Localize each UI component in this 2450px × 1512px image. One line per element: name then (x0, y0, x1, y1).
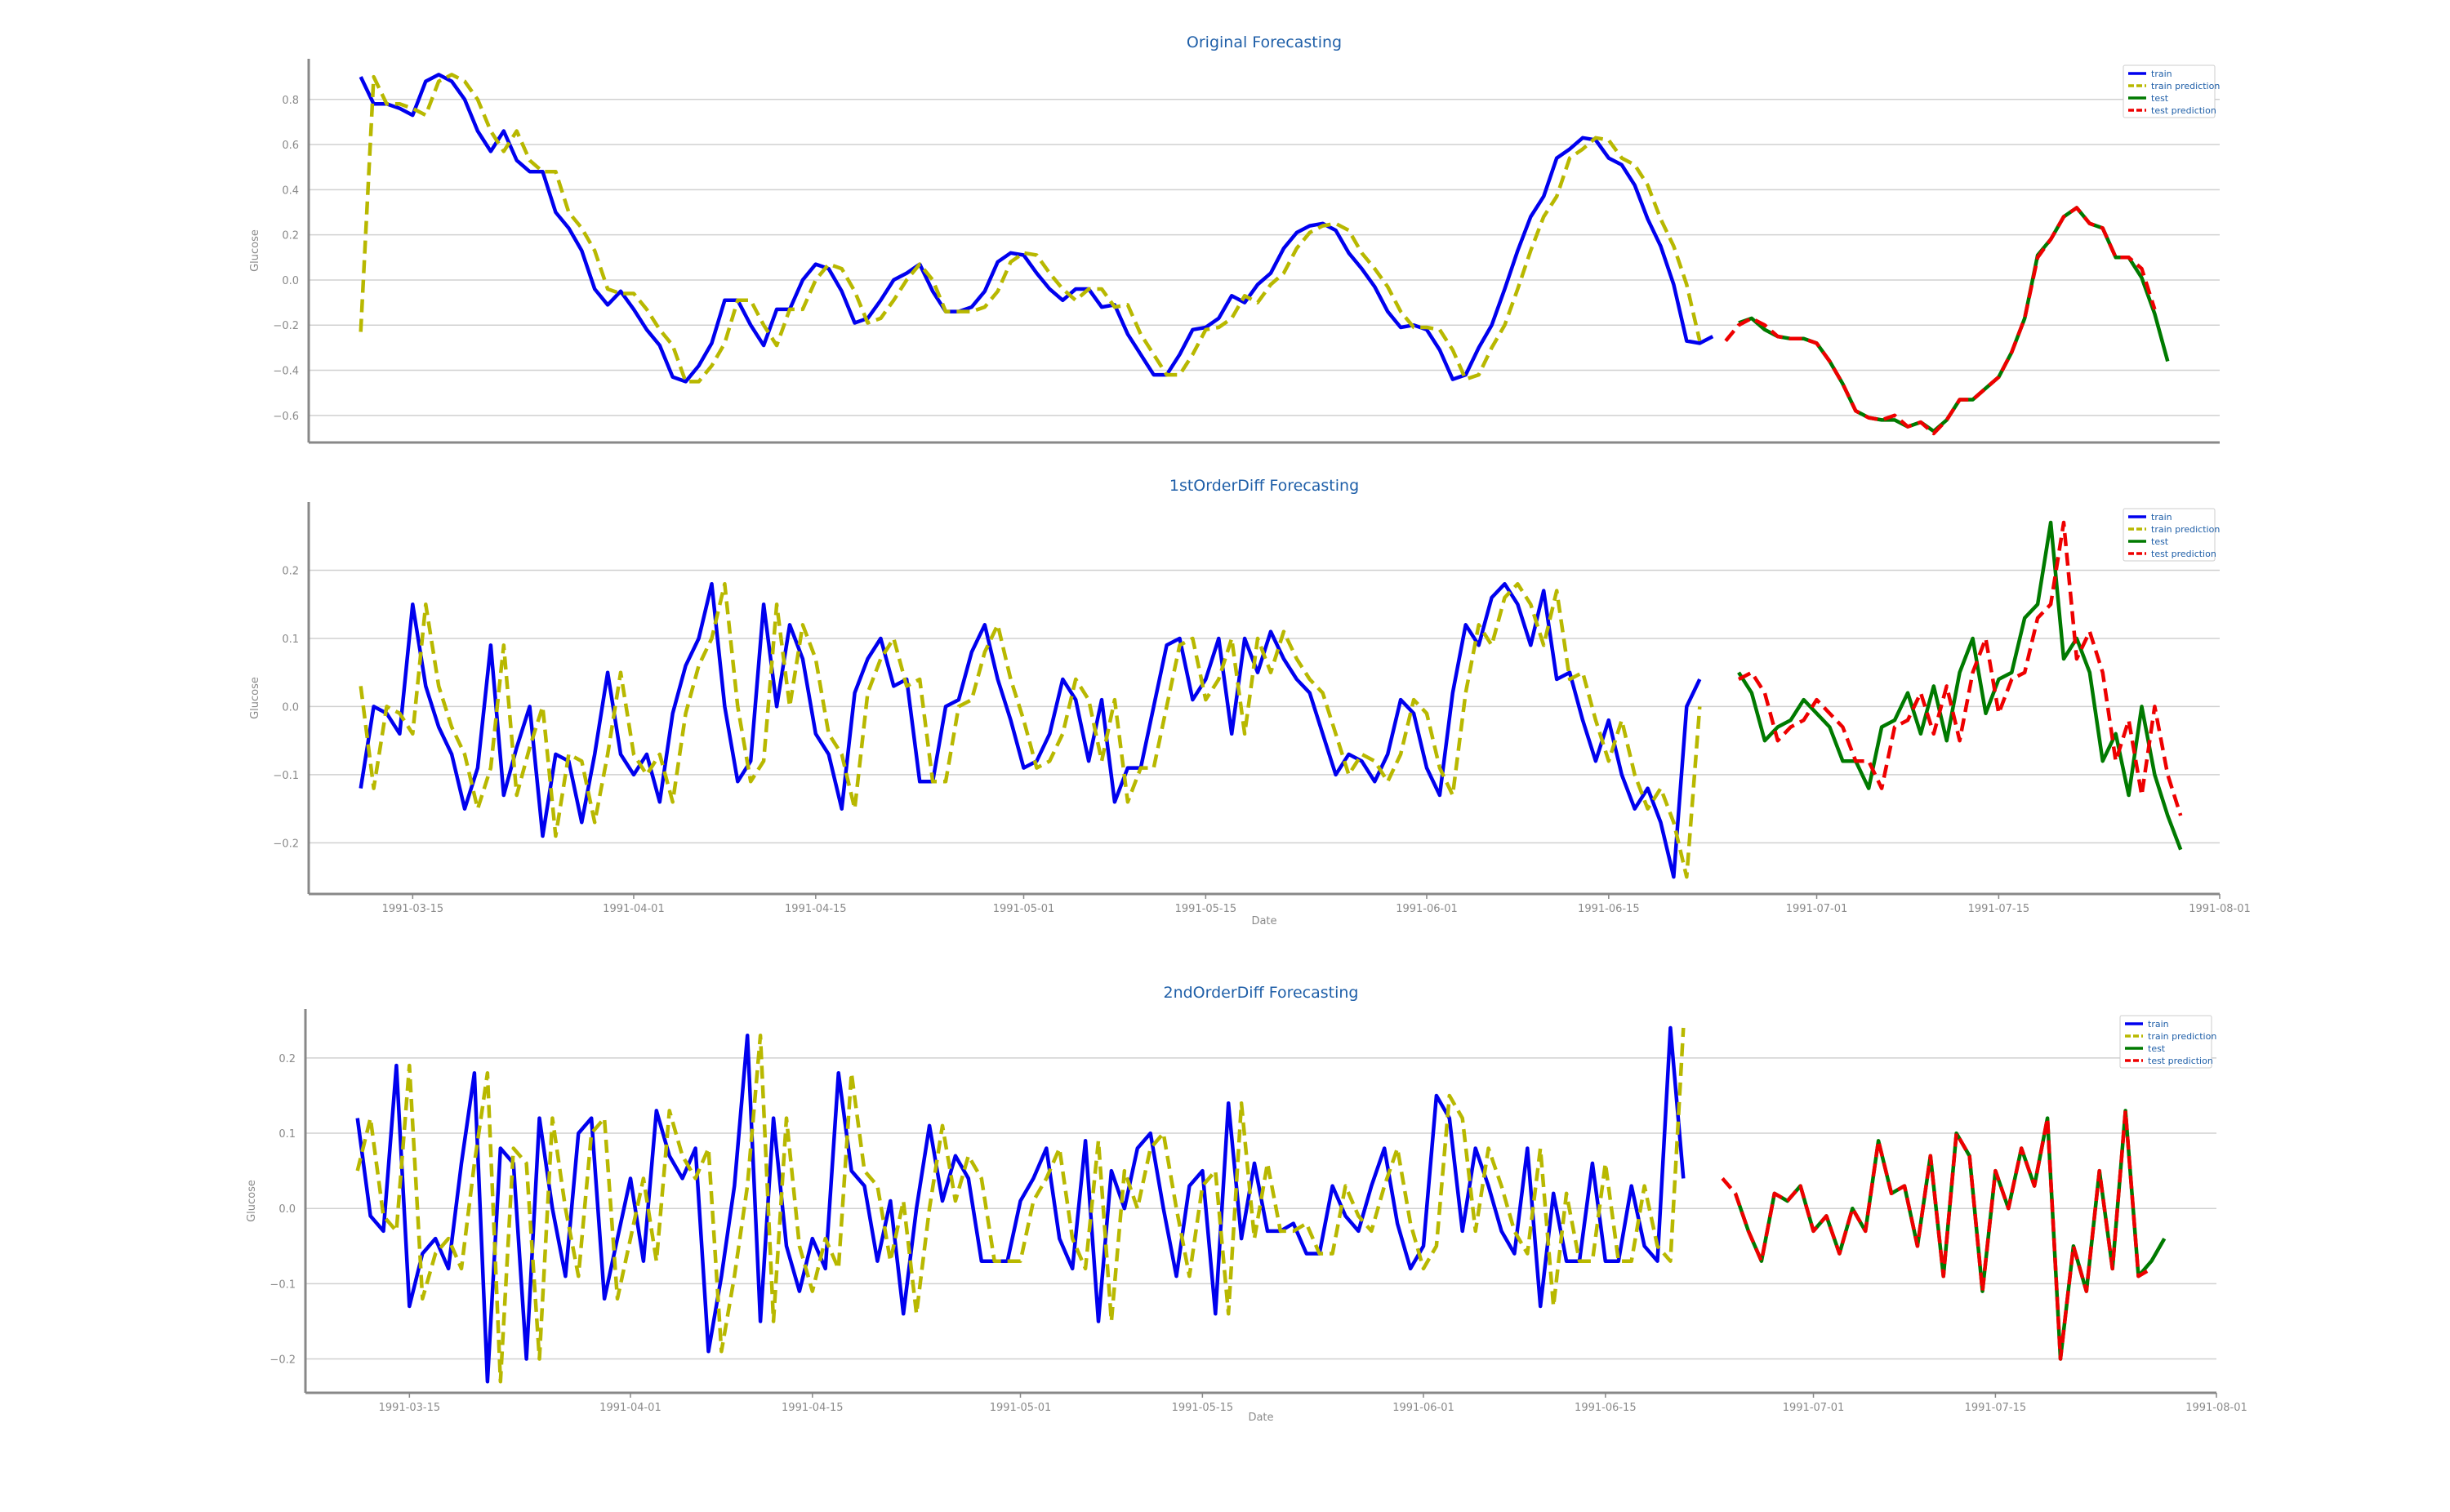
x-tick-label: 1991-04-15 (785, 903, 847, 915)
y-tick-label: 0.0 (278, 1203, 296, 1216)
x-tick-label: 1991-07-15 (1968, 903, 2030, 915)
y-tick-label: 0.1 (282, 634, 299, 646)
x-tick-label: 1991-06-01 (1392, 1402, 1454, 1414)
legend-box (2123, 64, 2216, 118)
x-tick-label: 1991-06-01 (1396, 903, 1458, 915)
x-axis-label: Date (1251, 915, 1276, 927)
y-tick-label: 0.4 (282, 185, 299, 197)
series-line-train (355, 1025, 1686, 1384)
y-axis-label: Glucose (249, 677, 261, 719)
series-line-test (1733, 1109, 2167, 1361)
x-tick-label: 1991-05-15 (1175, 903, 1237, 915)
x-tick-label: 1991-07-01 (1786, 903, 1848, 915)
legend-box (2119, 1015, 2212, 1069)
x-tick-label: 1991-06-15 (1578, 903, 1640, 915)
y-tick-label: −0.2 (273, 320, 299, 332)
series-line-test-prediction (1721, 1109, 2153, 1361)
x-tick-label: 1991-05-15 (1172, 1402, 1234, 1414)
y-axis-label: Glucose (249, 229, 261, 272)
legend-label: test (2151, 93, 2169, 104)
y-tick-label: −0.1 (270, 1279, 296, 1291)
legend-label: test prediction (2151, 105, 2216, 116)
legend-label: test prediction (2151, 549, 2216, 559)
y-tick-label: 0.0 (282, 275, 299, 287)
legend-label: train (2148, 1019, 2169, 1029)
legend-label: train (2151, 512, 2172, 523)
series-line-train (359, 73, 1714, 384)
y-tick-label: −0.2 (273, 838, 299, 850)
legend-box (2123, 508, 2216, 562)
series-line-train-prediction (355, 1027, 1686, 1384)
y-tick-label: 0.1 (278, 1128, 296, 1141)
chart-panel-2: −0.2 −0.1 0.0 0.1 0.2 1991-03-15 1991-04-01 199… (249, 477, 2251, 927)
series-line-test (1737, 520, 2183, 851)
x-tick-label: 1991-05-01 (990, 1402, 1052, 1414)
series-line-train-prediction (359, 73, 1702, 384)
chart-panel-1: −0.6 −0.4 −0.2 0.0 0.2 0.4 0.6 0.8 Original Fore… (249, 33, 2220, 444)
y-axis-label: Glucose (246, 1180, 258, 1222)
x-axis-label: Date (1248, 1412, 1273, 1424)
legend-label: train prediction (2151, 524, 2220, 535)
chart-title: Original Forecasting (1187, 33, 1342, 51)
x-tick-label: 1991-08-01 (2189, 903, 2251, 915)
y-tick-label: 0.2 (282, 230, 299, 242)
series-line-test-prediction (1724, 206, 2157, 436)
legend-label: train prediction (2148, 1031, 2216, 1042)
legend-label: test (2148, 1043, 2166, 1054)
chart-panel-3: −0.2 −0.1 0.0 0.1 0.2 1991-03-15 1991-04-01 199… (246, 984, 2247, 1424)
legend-label: train prediction (2151, 81, 2220, 91)
x-tick-label: 1991-03-15 (382, 903, 444, 915)
x-tick-label: 1991-06-15 (1575, 1402, 1637, 1414)
series-line-train (359, 581, 1702, 879)
x-tick-label: 1991-08-01 (2185, 1402, 2247, 1414)
y-tick-label: −0.2 (270, 1354, 296, 1367)
chart-title: 1stOrderDiff Forecasting (1169, 477, 1359, 495)
y-tick-label: −0.1 (273, 770, 299, 782)
chart-title: 2ndOrderDiff Forecasting (1163, 984, 1358, 1002)
x-tick-label: 1991-05-01 (993, 903, 1055, 915)
y-tick-label: −0.6 (273, 411, 299, 423)
series-line-test (1738, 206, 2170, 434)
x-tick-label: 1991-07-15 (1965, 1402, 2027, 1414)
legend-label: test prediction (2148, 1056, 2213, 1066)
x-tick-label: 1991-03-15 (379, 1402, 441, 1414)
x-tick-label: 1991-07-01 (1783, 1402, 1845, 1414)
x-tick-label: 1991-04-01 (599, 1402, 662, 1414)
y-tick-label: 0.6 (282, 140, 299, 152)
y-tick-label: 0.0 (282, 701, 299, 714)
y-tick-label: −0.4 (273, 366, 299, 378)
x-tick-label: 1991-04-15 (782, 1402, 844, 1414)
y-tick-label: 0.2 (278, 1053, 296, 1065)
y-tick-label: 0.2 (282, 565, 299, 577)
legend-label: train (2151, 69, 2172, 79)
series-line-test-prediction (1737, 520, 2183, 816)
x-tick-label: 1991-04-01 (603, 903, 665, 915)
legend-label: test (2151, 536, 2169, 547)
y-tick-label: 0.8 (282, 95, 299, 107)
series-line-train-prediction (359, 581, 1702, 879)
